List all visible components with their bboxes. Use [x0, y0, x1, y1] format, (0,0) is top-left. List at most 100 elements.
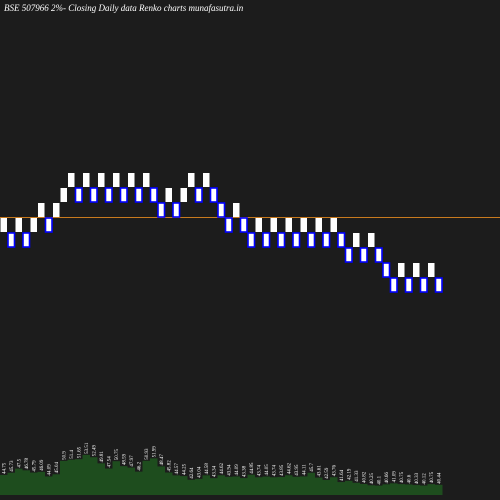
- up-brick: [53, 203, 60, 217]
- down-brick: [7, 232, 16, 248]
- volume-label: 44.85: [250, 462, 255, 474]
- volume-bar: [90, 457, 98, 495]
- volume-label: 40.33: [415, 472, 420, 484]
- volume-bar: [82, 454, 90, 495]
- volume-bar: [292, 476, 300, 495]
- up-brick: [368, 233, 375, 247]
- down-brick: [44, 217, 53, 233]
- volume-bar: [22, 470, 30, 495]
- volume-bar: [240, 478, 248, 495]
- volume-label: 45.04: [55, 462, 60, 474]
- up-brick: [165, 188, 172, 202]
- volume-bar: [150, 458, 158, 495]
- up-brick: [285, 218, 292, 232]
- volume-label: 51.99: [152, 446, 157, 458]
- volume-bar: [420, 485, 428, 495]
- volume-label: 51.4: [70, 449, 75, 458]
- volume-label: 53.51: [85, 442, 90, 454]
- volume-bar: [352, 482, 360, 495]
- volume-bar: [172, 475, 180, 495]
- volume-label: 50.75: [115, 448, 120, 460]
- volume-bar: [7, 472, 15, 495]
- down-brick: [262, 232, 271, 248]
- volume-bar: [165, 472, 173, 495]
- volume-label: 44.25: [182, 463, 187, 475]
- volume-bar: [187, 479, 195, 495]
- volume-bar: [367, 485, 375, 495]
- volume-bar: [30, 472, 38, 495]
- up-brick: [188, 173, 195, 187]
- volume-label: 51.65: [77, 446, 82, 458]
- down-brick: [382, 262, 391, 278]
- down-brick: [74, 187, 83, 203]
- volume-label: 48.47: [160, 454, 165, 466]
- up-brick: [413, 263, 420, 277]
- volume-label: 42.64: [190, 467, 195, 479]
- volume-bar: [435, 484, 443, 495]
- volume-label: 41.33: [355, 470, 360, 482]
- down-brick: [209, 187, 218, 203]
- up-brick: [113, 173, 120, 187]
- down-brick: [419, 277, 428, 293]
- volume-bar: [45, 476, 53, 495]
- volume-label: 46.09: [40, 459, 45, 471]
- up-brick: [270, 218, 277, 232]
- volume-label: 43.74: [257, 465, 262, 477]
- volume-bar: [60, 460, 68, 495]
- volume-bar: [15, 468, 23, 495]
- volume-label: 44.62: [287, 462, 292, 474]
- volume-bar: [195, 478, 203, 495]
- volume-label: 40.44: [437, 472, 442, 484]
- down-brick: [172, 202, 181, 218]
- down-brick: [89, 187, 98, 203]
- volume-label: 44.75: [2, 462, 7, 474]
- chart-title: BSE 507966 2%- Closing Daily data Renko …: [4, 3, 244, 13]
- volume-label: 50.9: [62, 451, 67, 460]
- volume-label: 40.75: [430, 471, 435, 483]
- volume-bar: [300, 476, 308, 495]
- down-brick: [404, 277, 413, 293]
- volume-bar: [262, 476, 270, 495]
- volume-label: 43.38: [242, 465, 247, 477]
- volume-bar: [67, 459, 75, 495]
- volume-label: 42.59: [325, 467, 330, 479]
- volume-bar: [285, 475, 293, 495]
- up-brick: [30, 218, 37, 232]
- down-brick: [292, 232, 301, 248]
- down-brick: [247, 232, 256, 248]
- volume-label: 49.81: [100, 451, 105, 463]
- up-brick: [98, 173, 105, 187]
- volume-bar: [382, 484, 390, 495]
- volume-label: 40.6: [407, 474, 412, 483]
- volume-bar: [412, 485, 420, 495]
- up-brick: [398, 263, 405, 277]
- volume-bar: [105, 468, 113, 495]
- volume-bar: [52, 474, 60, 495]
- down-brick: [389, 277, 398, 293]
- volume-label: 45.7: [310, 463, 315, 472]
- volume-label: 46.78: [25, 458, 30, 470]
- down-brick: [322, 232, 331, 248]
- volume-label: 43.04: [197, 466, 202, 478]
- volume-label: 43.34: [212, 465, 217, 477]
- volume-label: 44.62: [220, 462, 225, 474]
- volume-label: 43.61: [317, 465, 322, 477]
- volume-bar: [337, 482, 345, 495]
- up-brick: [83, 173, 90, 187]
- up-brick: [300, 218, 307, 232]
- volume-bar: [397, 484, 405, 495]
- volume-label: 43.74: [272, 465, 277, 477]
- volume-bar: [427, 484, 435, 495]
- down-brick: [337, 232, 346, 248]
- up-brick: [428, 263, 435, 277]
- volume-label: 44.11: [302, 464, 307, 476]
- down-brick: [434, 277, 443, 293]
- volume-bar: [202, 475, 210, 495]
- volume-bar: [142, 460, 150, 495]
- up-brick: [60, 188, 67, 202]
- volume-bar: [247, 474, 255, 495]
- volume-bar: [120, 466, 128, 495]
- up-brick: [15, 218, 22, 232]
